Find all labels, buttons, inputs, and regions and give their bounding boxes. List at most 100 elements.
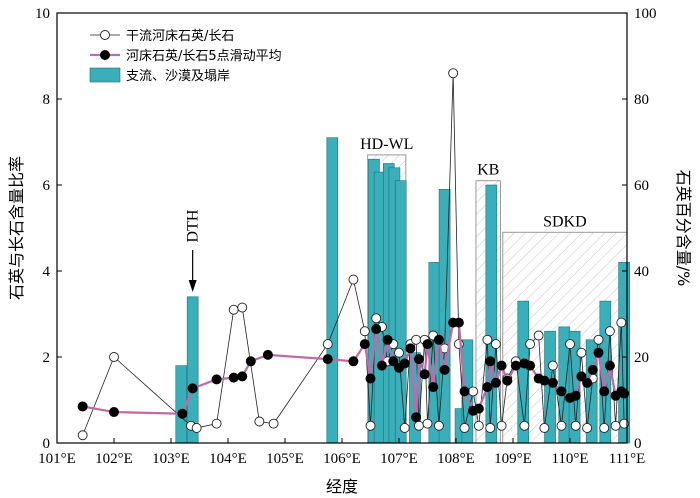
raw-ratio-point	[604, 326, 615, 337]
raw-ratio-point	[533, 330, 544, 341]
left-y-tick-label: 10	[35, 6, 50, 22]
moving-average-point	[459, 386, 470, 397]
x-tick-label: 105°E	[266, 451, 304, 467]
raw-ratio-point	[482, 334, 493, 345]
raw-ratio-point	[547, 360, 558, 371]
moving-average-point	[211, 374, 222, 385]
moving-average-point	[388, 356, 399, 367]
moving-average-point	[510, 360, 521, 371]
x-tick-label: 101°E	[38, 451, 76, 467]
moving-average-point	[570, 390, 581, 401]
x-tick-label: 111°E	[609, 451, 646, 467]
right-y-tick-label: 100	[634, 6, 657, 22]
raw-ratio-point	[411, 334, 422, 345]
dth-arrow-head	[188, 280, 197, 292]
moving-average-point	[177, 408, 188, 419]
moving-average-point	[582, 377, 593, 388]
moving-average-point	[539, 375, 550, 386]
moving-average-point	[502, 375, 513, 386]
raw-ratio-point	[322, 339, 333, 350]
moving-average-point	[109, 407, 119, 418]
raw-ratio-point	[496, 420, 507, 431]
moving-average-point	[237, 371, 248, 382]
x-axis-title: 经度	[326, 477, 358, 496]
raw-ratio-point	[228, 304, 239, 315]
left-y-tick-label: 2	[43, 350, 51, 366]
moving-average-point	[419, 369, 430, 380]
raw-ratio-point	[459, 423, 470, 433]
moving-average-point	[496, 360, 507, 371]
legend-label: 支流、沙漠及塌岸	[126, 69, 230, 84]
moving-average-point	[228, 372, 239, 383]
raw-ratio-point	[77, 430, 88, 441]
right-y-tick-label: 20	[634, 350, 649, 366]
raw-ratio-point	[576, 347, 587, 358]
moving-average-point	[428, 382, 439, 393]
legend-label: 河床石英/长石5点滑动平均	[126, 49, 282, 64]
raw-ratio-point	[473, 420, 484, 431]
raw-ratio-point	[593, 334, 604, 345]
bar	[485, 184, 498, 444]
moving-average-point	[405, 343, 416, 354]
moving-average-point	[359, 339, 370, 350]
moving-average-point	[365, 373, 376, 384]
moving-average-point	[322, 354, 333, 365]
raw-ratio-point	[414, 420, 424, 431]
moving-average-point	[490, 377, 501, 388]
raw-ratio-point	[448, 68, 459, 79]
moving-average-point	[453, 317, 464, 328]
raw-ratio-point	[556, 420, 567, 431]
x-tick-label: 106°E	[323, 451, 361, 467]
moving-average-point	[77, 401, 88, 412]
legend-label: 干流河床石英/长石	[126, 29, 234, 44]
raw-ratio-point	[399, 423, 410, 433]
legend-avg-marker	[100, 50, 110, 60]
moving-average-point	[619, 388, 630, 399]
moving-average-point	[439, 364, 450, 375]
right-y-axis-title: 石英百分含量/%	[674, 170, 693, 287]
bar	[186, 296, 199, 444]
moving-average-point	[399, 358, 410, 369]
moving-average-point	[348, 356, 359, 367]
moving-average-point	[482, 382, 493, 393]
raw-ratio-point	[359, 326, 370, 337]
region-label: KB	[477, 162, 499, 179]
x-tick-label: 109°E	[494, 451, 532, 467]
moving-average-point	[371, 324, 382, 335]
raw-ratio-point	[490, 339, 501, 350]
moving-average-point	[433, 334, 444, 345]
raw-ratio-point	[394, 347, 404, 358]
moving-average-point	[382, 334, 393, 345]
moving-average-point	[262, 349, 273, 360]
moving-average-point	[604, 360, 615, 371]
moving-average-series	[77, 317, 630, 423]
left-y-tick-label: 8	[43, 92, 51, 108]
bar	[326, 137, 339, 444]
dth-label: DTH	[185, 209, 202, 242]
x-tick-label: 104°E	[209, 451, 247, 467]
raw-ratio-point	[191, 423, 202, 433]
moving-average-point	[525, 360, 536, 371]
moving-average-point	[411, 412, 422, 423]
x-tick-label: 110°E	[551, 451, 588, 467]
raw-ratio-point	[453, 339, 464, 350]
raw-ratio-point	[599, 423, 610, 433]
region-label: HD-WL	[360, 136, 413, 153]
moving-average-point	[556, 386, 567, 397]
raw-ratio-point	[237, 302, 248, 313]
moving-average-point	[245, 356, 256, 367]
x-tick-label: 103°E	[152, 451, 190, 467]
moving-average-point	[576, 371, 587, 382]
annotation: DTH	[185, 209, 202, 292]
bar	[394, 180, 407, 444]
region-labels: HD-WL KB SDKD	[360, 136, 587, 230]
raw-ratio-point	[570, 420, 581, 431]
region-label: SDKD	[543, 213, 587, 230]
right-y-tick-label: 60	[634, 178, 649, 194]
moving-average-point	[473, 403, 484, 414]
legend-raw-marker	[100, 30, 110, 40]
raw-ratio-point	[616, 317, 627, 328]
moving-average-point	[187, 383, 198, 394]
